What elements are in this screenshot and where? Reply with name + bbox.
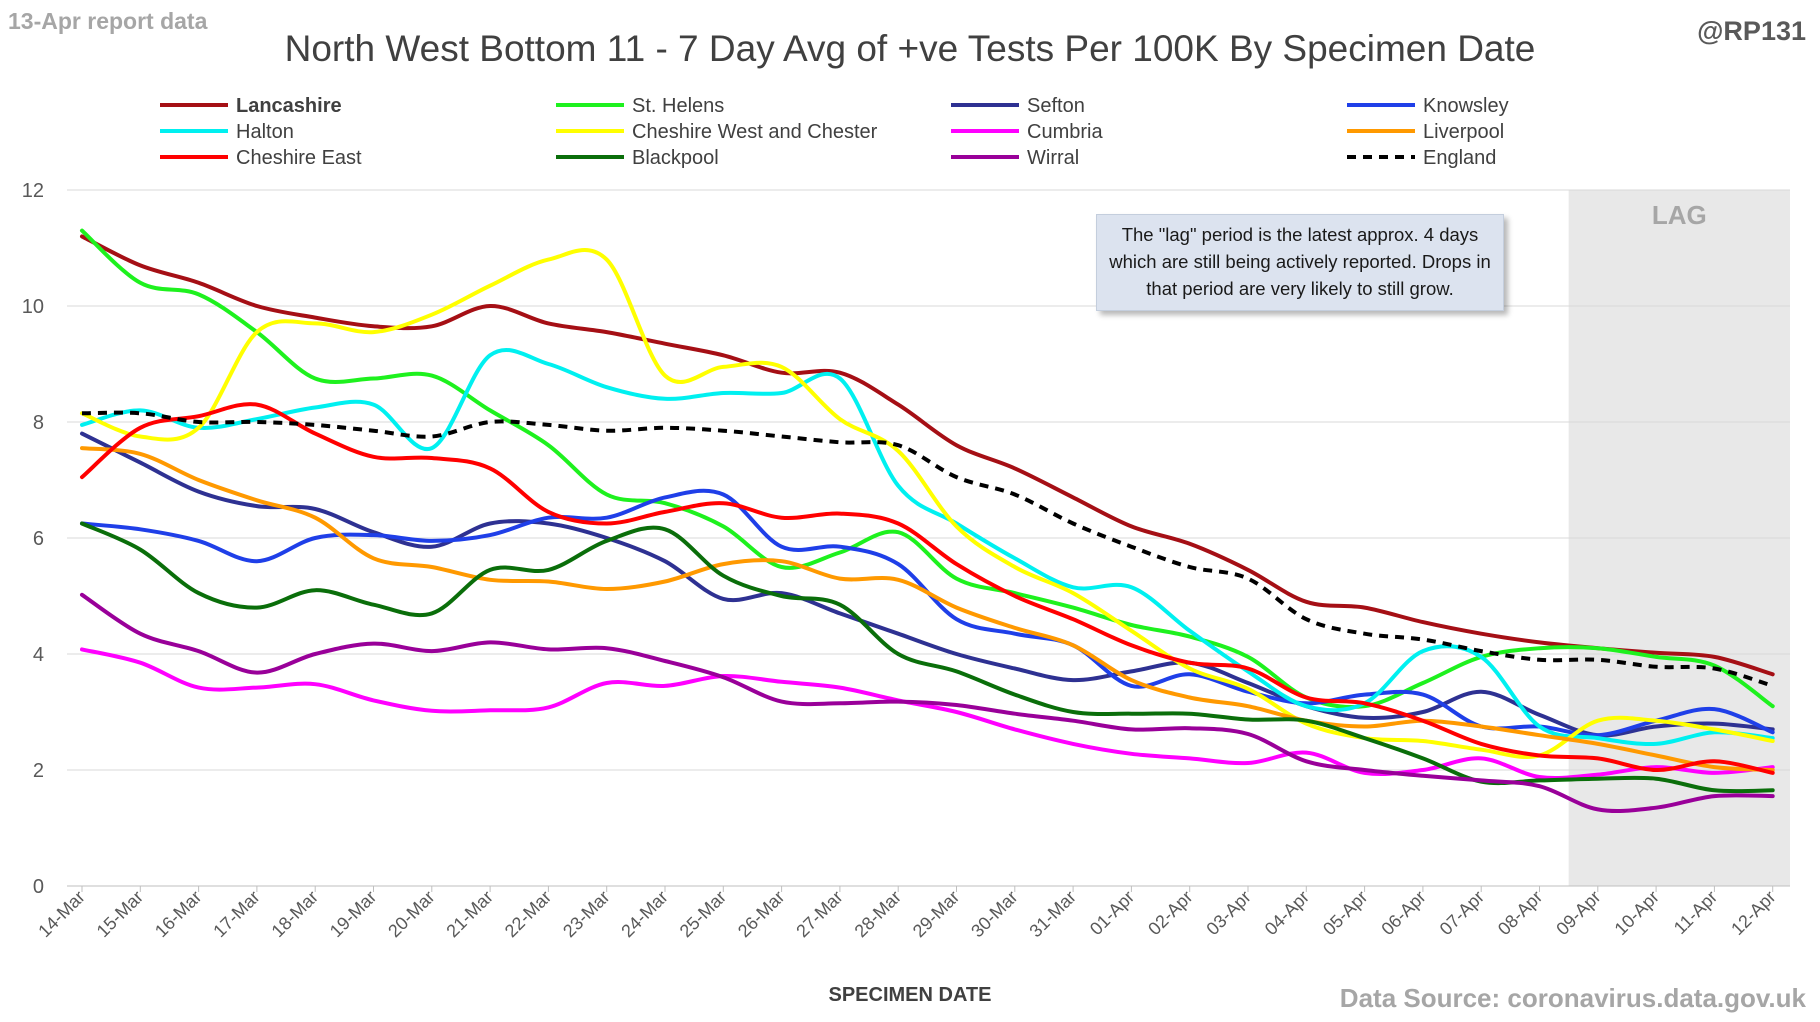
y-tick-label: 6 xyxy=(33,528,44,550)
legend-label-england: England xyxy=(1423,147,1496,169)
x-tick-label: 25-Mar xyxy=(676,887,730,941)
series-line-liverpool xyxy=(80,446,1775,772)
x-tick-label: 11-Apr xyxy=(1670,887,1721,938)
x-tick-label: 10-Apr xyxy=(1611,887,1663,939)
series-line-wirral xyxy=(80,592,1775,814)
x-tick-label: 29-Mar xyxy=(909,887,963,941)
legend-label-halton: Halton xyxy=(236,121,294,143)
x-tick-label: 31-Mar xyxy=(1025,887,1079,941)
x-tick-label: 08-Apr xyxy=(1494,887,1546,939)
report-date-label: 13-Apr report data xyxy=(8,8,208,34)
x-axis-title: SPECIMEN DATE xyxy=(828,984,992,1006)
x-tick-label: 05-Apr xyxy=(1319,887,1371,939)
legend-label-st-helens: St. Helens xyxy=(632,95,724,117)
x-tick-label: 02-Apr xyxy=(1144,887,1196,939)
x-tick-label: 06-Apr xyxy=(1377,887,1429,939)
legend-label-knowsley: Knowsley xyxy=(1423,95,1509,117)
x-tick-label: 18-Mar xyxy=(268,887,322,941)
x-tick-label: 28-Mar xyxy=(851,887,905,941)
legend-label-lancashire: Lancashire xyxy=(236,95,342,117)
x-tick-label: 30-Mar xyxy=(967,887,1021,941)
series-line-halton xyxy=(80,348,1775,747)
x-tick-label: 04-Apr xyxy=(1261,887,1313,939)
x-tick-label: 20-Mar xyxy=(384,887,438,941)
series-line-lancashire xyxy=(80,234,1775,677)
x-tick-label: 12-Apr xyxy=(1727,887,1779,939)
series-line-cheshire-east xyxy=(80,402,1775,775)
x-tick-label: 07-Apr xyxy=(1436,887,1488,939)
legend-label-cheshire-west-and-chester: Cheshire West and Chester xyxy=(632,121,878,143)
y-tick-label: 8 xyxy=(33,412,44,434)
x-tick-label: 17-Mar xyxy=(209,887,263,941)
y-tick-label: 0 xyxy=(33,876,44,898)
series-line-st-helens xyxy=(80,228,1775,710)
author-handle: @RP131 xyxy=(1697,16,1806,46)
legend-label-blackpool: Blackpool xyxy=(632,147,719,169)
lag-note: The "lag" period is the latest approx. 4… xyxy=(1096,214,1504,311)
x-tick-label: 22-Mar xyxy=(501,887,555,941)
lag-label: LAG xyxy=(1652,200,1707,230)
x-tick-label: 01-Apr xyxy=(1086,887,1138,939)
series-line-cumbria xyxy=(80,647,1775,781)
x-tick-label: 09-Apr xyxy=(1552,887,1604,939)
legend-label-sefton: Sefton xyxy=(1027,95,1085,117)
legend-label-wirral: Wirral xyxy=(1027,147,1079,169)
series-line-knowsley xyxy=(80,488,1775,738)
y-tick-label: 10 xyxy=(22,296,44,318)
x-tick-label: 27-Mar xyxy=(792,887,846,941)
x-tick-label: 21-Mar xyxy=(442,887,496,941)
series-line-sefton xyxy=(80,431,1775,738)
x-tick-label: 24-Mar xyxy=(617,887,671,941)
chart-title: North West Bottom 11 - 7 Day Avg of +ve … xyxy=(284,28,1536,69)
x-tick-label: 03-Apr xyxy=(1202,887,1254,939)
series-line-cheshire-west-and-chester xyxy=(80,248,1775,759)
legend-label-cumbria: Cumbria xyxy=(1027,121,1103,143)
legend-label-cheshire-east: Cheshire East xyxy=(236,147,362,169)
x-tick-label: 26-Mar xyxy=(734,887,788,941)
x-tick-label: 16-Mar xyxy=(151,887,205,941)
legend-label-liverpool: Liverpool xyxy=(1423,121,1504,143)
data-source: Data Source: coronavirus.data.gov.uk xyxy=(1339,983,1806,1013)
y-tick-label: 12 xyxy=(22,180,44,202)
series-line-england xyxy=(81,410,1774,688)
y-tick-label: 4 xyxy=(33,644,44,666)
x-tick-label: 23-Mar xyxy=(559,887,613,941)
x-tick-label: 15-Mar xyxy=(93,887,147,941)
x-tick-label: 19-Mar xyxy=(326,887,380,941)
y-tick-label: 2 xyxy=(33,760,44,782)
